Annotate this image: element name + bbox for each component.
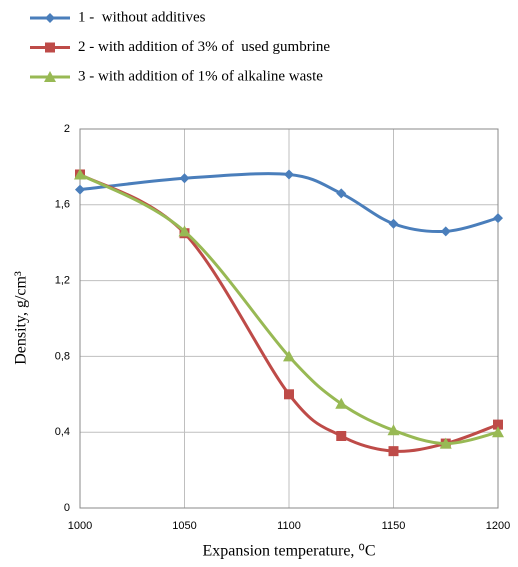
legend-label: 1 - without additives <box>78 9 206 25</box>
marker <box>492 426 504 438</box>
marker <box>45 13 55 23</box>
marker <box>388 446 399 457</box>
marker <box>336 188 347 199</box>
marker <box>283 350 295 362</box>
x-tick-label: 1100 <box>277 520 301 532</box>
series-line <box>79 173 499 446</box>
marker <box>45 42 55 53</box>
marker <box>439 437 452 449</box>
y-tick-label: 0,4 <box>55 426 70 438</box>
marker <box>336 430 347 441</box>
legend-label: 2 - with addition of 3% of used gumbrine <box>78 39 330 55</box>
x-tick-label: 1050 <box>172 520 196 532</box>
y-tick-label: 1,6 <box>55 199 70 211</box>
marker <box>335 397 348 409</box>
y-tick-label: 1,2 <box>55 275 70 287</box>
marker <box>388 218 399 229</box>
marker <box>284 389 294 400</box>
marker <box>179 173 190 184</box>
x-axis-label: Expansion temperature, ⁰C <box>202 543 375 560</box>
y-tick-label: 2 <box>64 123 70 135</box>
marker <box>74 168 86 180</box>
marker <box>493 419 503 430</box>
x-tick-label: 1150 <box>382 520 406 532</box>
marker <box>75 184 85 195</box>
y-axis-label: Density, g/cm³ <box>13 271 30 365</box>
marker <box>440 226 451 237</box>
x-tick-label: 1200 <box>486 520 510 532</box>
x-tick-label: 1000 <box>68 520 92 532</box>
marker <box>493 213 503 224</box>
marker <box>44 71 56 82</box>
y-tick-label: 0,8 <box>55 350 70 362</box>
plot-frame <box>79 128 499 509</box>
marker <box>284 169 294 180</box>
legend-label: 3 - with addition of 1% of alkaline wast… <box>78 68 323 84</box>
y-tick-label: 0 <box>64 502 70 514</box>
marker <box>178 225 191 237</box>
marker <box>387 424 400 436</box>
